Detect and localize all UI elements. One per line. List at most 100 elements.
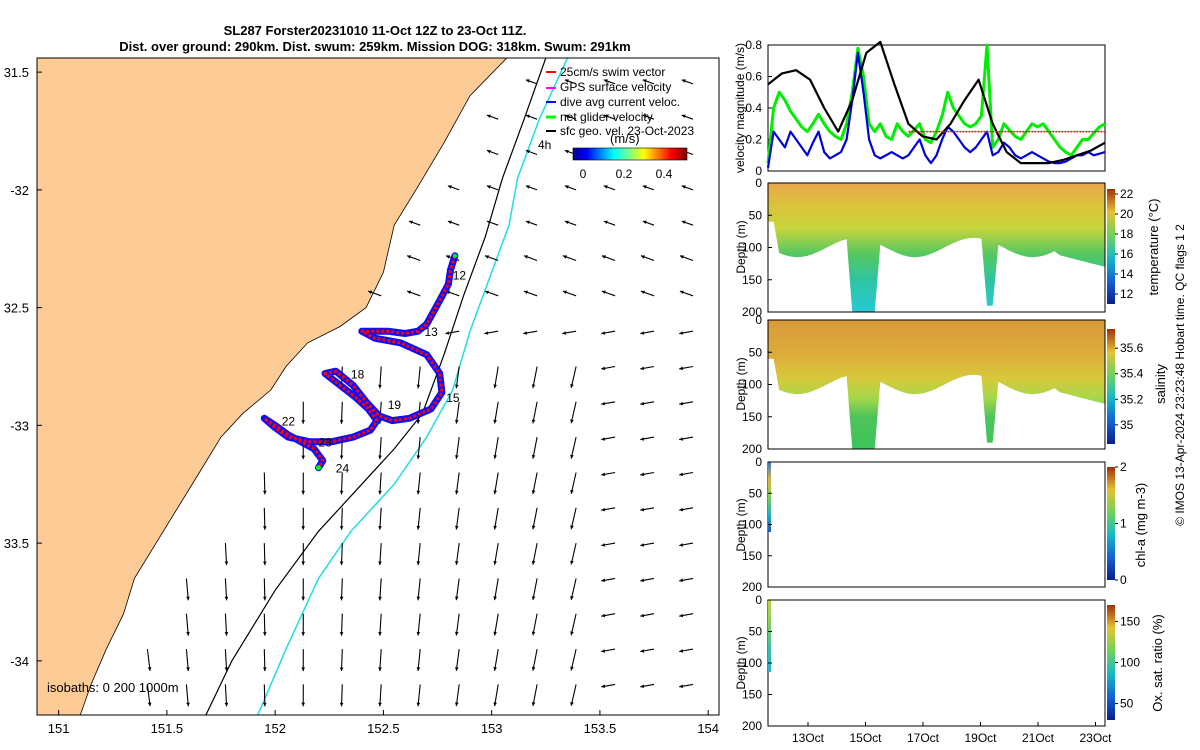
velocity-vector-head: [455, 702, 459, 707]
velocity-vector-head: [416, 455, 421, 459]
velocity-vector-head: [416, 384, 421, 389]
velocity-ytick-label: 0.6: [745, 70, 762, 84]
velocity-vector-head: [447, 220, 452, 224]
temperature-ylabel: Depth (m): [734, 220, 748, 273]
velocity-vector-head: [301, 632, 305, 636]
velocity-vector-head: [640, 255, 645, 259]
section-ytick-label: 150: [742, 688, 762, 702]
legend-glider: net glider velocity: [560, 110, 653, 124]
velocity-vector: [340, 649, 343, 672]
velocity-vector: [570, 684, 577, 706]
velocity-vector-head: [601, 401, 606, 406]
salinity-ylabel: Depth (m): [734, 357, 748, 410]
colorbar-tick-0: 0: [580, 167, 587, 181]
map-ytick-label: -34: [10, 654, 29, 669]
velocity-vector: [570, 472, 577, 495]
velocity-vector-head: [224, 596, 229, 601]
map-ytick-label: -32: [10, 183, 29, 198]
velocity-vector-head: [447, 185, 452, 189]
colorbar-tick-label: 1: [1120, 517, 1127, 531]
velocity-vector-head: [570, 702, 574, 706]
velocity-vector-head: [378, 384, 382, 389]
velocity-vector-head: [378, 702, 382, 707]
velocity-vector-head: [640, 543, 645, 547]
section-ytick-label: 100: [742, 656, 762, 670]
velocity-vector-head: [493, 490, 497, 495]
velocity-vector-head: [681, 114, 686, 118]
velocity-vector-head: [301, 596, 305, 601]
velocity-vector: [340, 507, 343, 530]
velocity-vector-head: [416, 561, 421, 565]
time-xtick-label: 23Oct: [1079, 731, 1112, 745]
velocity-vector: [417, 472, 421, 495]
map-xtick-label: 151.5: [151, 721, 184, 736]
section-ytick-label: 150: [742, 410, 762, 424]
velocity-vector: [340, 578, 343, 601]
velocity-vector-head: [679, 543, 684, 547]
velocity-vector-head: [493, 702, 497, 707]
velocity-vector-head: [368, 290, 373, 294]
time-xtick-label: 21Oct: [1022, 731, 1055, 745]
map-xtick-label: 153.5: [584, 721, 617, 736]
velocity-vector: [494, 437, 499, 459]
velocity-vector-head: [378, 596, 382, 601]
velocity-vector-head: [601, 507, 606, 512]
velocity-vector-head: [263, 667, 267, 672]
section-ytick-label: 50: [749, 486, 763, 500]
oxygen-data-strip: [768, 600, 771, 672]
velocity-vector-head: [455, 419, 459, 424]
chla-cb-label: chl-a (mg m-3): [1133, 483, 1148, 568]
velocity-vector-head: [455, 596, 459, 601]
velocity-vector-head: [640, 613, 645, 618]
velocity-vector: [417, 613, 421, 636]
velocity-vector-head: [531, 490, 536, 494]
velocity-vector-head: [679, 290, 684, 294]
velocity-vector-head: [524, 255, 528, 259]
velocity-vector: [379, 472, 382, 495]
velocity-vector-head: [301, 526, 305, 530]
velocity-vector-head: [603, 220, 608, 224]
section-ytick-label: 200: [742, 305, 762, 319]
velocity-vector-head: [416, 420, 421, 424]
velocity-vector-head: [570, 384, 574, 388]
velocity-vector: [494, 543, 499, 565]
velocity-vector: [417, 684, 421, 707]
velocity-vector: [494, 613, 499, 636]
velocity-vector: [340, 472, 343, 495]
velocity-vector-head: [525, 79, 530, 83]
velocity-vector-head: [601, 290, 606, 294]
velocity-vector-head: [486, 150, 491, 154]
velocity-vector-head: [446, 255, 450, 259]
velocity-series-line: [767, 40, 1106, 165]
chla-axes-box: [767, 461, 1106, 588]
velocity-vector: [532, 684, 538, 707]
velocity-vector: [494, 401, 499, 424]
section-ytick-label: 50: [749, 625, 763, 639]
velocity-vector: [185, 649, 189, 672]
velocity-vector-head: [339, 490, 344, 495]
velocity-vector: [494, 472, 499, 495]
velocity-vector: [570, 648, 577, 671]
velocity-vector: [379, 366, 382, 389]
chla-panel: Depth (m) chl-a (mg m-3): [734, 461, 1148, 588]
velocity-vector: [224, 649, 228, 672]
surface-velocity-vectors: [146, 79, 694, 707]
velocity-vector: [146, 684, 151, 707]
velocity-vector-head: [640, 472, 645, 477]
velocity-vector-head: [186, 631, 190, 636]
velocity-vector-head: [378, 526, 382, 530]
velocity-vector-head: [339, 526, 344, 530]
velocity-vector-head: [224, 561, 229, 566]
section-ytick-label: 150: [742, 549, 762, 563]
velocity-vector: [379, 613, 382, 636]
velocity-vector-head: [642, 79, 647, 83]
velocity-vector-head: [640, 578, 645, 582]
day-label: 19: [388, 398, 402, 412]
velocity-vector: [570, 578, 577, 601]
colorbar-tick-label: 22: [1120, 187, 1134, 201]
velocity-vector-head: [642, 114, 647, 118]
velocity-vector: [494, 507, 499, 530]
section-ytick-label: 200: [742, 442, 762, 456]
